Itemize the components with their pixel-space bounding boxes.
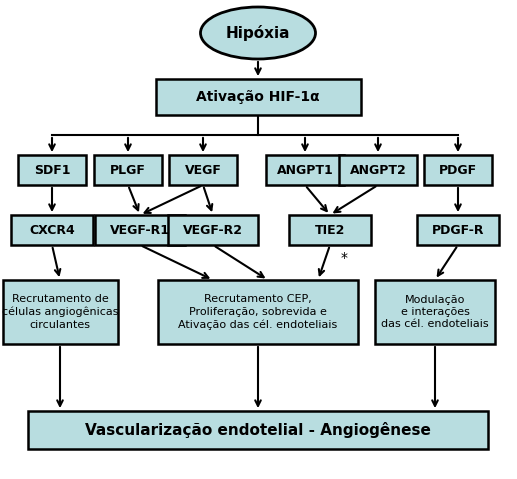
FancyBboxPatch shape — [3, 280, 117, 344]
Text: VEGF: VEGF — [185, 163, 221, 176]
Text: Hipóxia: Hipóxia — [226, 25, 290, 41]
Ellipse shape — [201, 7, 315, 59]
Text: Vascularização endotelial - Angiogênese: Vascularização endotelial - Angiogênese — [85, 422, 431, 438]
Text: Ativação HIF-1α: Ativação HIF-1α — [196, 90, 320, 104]
FancyBboxPatch shape — [94, 155, 162, 185]
FancyBboxPatch shape — [169, 155, 237, 185]
FancyBboxPatch shape — [266, 155, 344, 185]
FancyBboxPatch shape — [158, 280, 358, 344]
Text: PDGF: PDGF — [439, 163, 477, 176]
FancyBboxPatch shape — [95, 215, 185, 245]
FancyBboxPatch shape — [18, 155, 86, 185]
FancyBboxPatch shape — [168, 215, 258, 245]
Text: PLGF: PLGF — [110, 163, 146, 176]
Text: Recrutamento CEP,
Proliferação, sobrevida e
Ativação das cél. endoteliais: Recrutamento CEP, Proliferação, sobrevid… — [178, 294, 338, 330]
Text: ANGPT2: ANGPT2 — [349, 163, 406, 176]
FancyBboxPatch shape — [424, 155, 492, 185]
Text: VEGF-R2: VEGF-R2 — [183, 224, 243, 237]
Text: SDF1: SDF1 — [34, 163, 70, 176]
Text: Modulação
e interações
das cél. endoteliais: Modulação e interações das cél. endoteli… — [381, 295, 489, 330]
Text: VEGF-R1: VEGF-R1 — [110, 224, 170, 237]
FancyBboxPatch shape — [28, 411, 488, 449]
FancyBboxPatch shape — [11, 215, 93, 245]
Text: PDGF-R: PDGF-R — [432, 224, 484, 237]
Text: Recrutamento de
células angiogênicas
circulantes: Recrutamento de células angiogênicas cir… — [2, 294, 118, 330]
FancyBboxPatch shape — [375, 280, 495, 344]
FancyBboxPatch shape — [417, 215, 499, 245]
FancyBboxPatch shape — [339, 155, 417, 185]
Text: *: * — [341, 251, 347, 265]
FancyBboxPatch shape — [156, 79, 360, 115]
Text: ANGPT1: ANGPT1 — [277, 163, 333, 176]
FancyBboxPatch shape — [289, 215, 371, 245]
Text: CXCR4: CXCR4 — [29, 224, 75, 237]
Text: TIE2: TIE2 — [315, 224, 345, 237]
